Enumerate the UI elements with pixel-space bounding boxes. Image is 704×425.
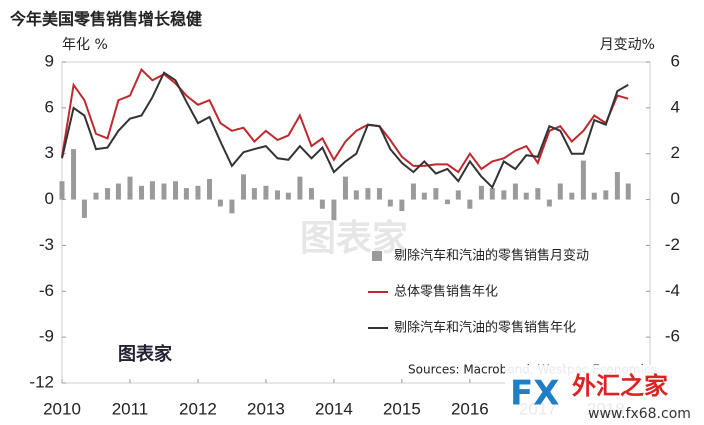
- bar: [59, 181, 65, 200]
- bar: [240, 174, 246, 200]
- bar: [161, 183, 167, 200]
- bar: [387, 199, 393, 207]
- bar: [557, 183, 563, 200]
- y2-tick-label: -6: [665, 327, 680, 346]
- bar: [625, 183, 631, 200]
- legend-label: 总体零售销售年化: [394, 284, 498, 300]
- bar: [614, 172, 620, 200]
- bar: [207, 178, 213, 200]
- watermark: www.fx68.com: [588, 406, 691, 422]
- bar: [376, 188, 382, 200]
- bar: [535, 188, 541, 200]
- line: [61, 67, 629, 174]
- bar: [319, 199, 325, 209]
- y2-tick-label: 6: [671, 51, 680, 70]
- bar: [274, 190, 280, 200]
- bar: [263, 185, 269, 200]
- bar: [467, 199, 473, 209]
- watermark: 图表家: [300, 218, 408, 259]
- y2-tick-label: 4: [671, 97, 680, 116]
- bar: [365, 188, 371, 200]
- bar: [229, 199, 235, 214]
- y-tick-label: -3: [39, 235, 54, 254]
- bar: [71, 149, 77, 200]
- bar: [523, 192, 529, 200]
- bar: [93, 192, 99, 200]
- x-tick-label: 2013: [247, 399, 285, 418]
- x-tick-label: 2016: [451, 399, 489, 418]
- watermark: FX: [510, 374, 559, 414]
- y-tick-label: -9: [39, 327, 54, 346]
- bar: [433, 188, 439, 200]
- legend-label: 剔除汽车和汽油的零售销售月变动: [394, 248, 589, 264]
- bar: [353, 190, 359, 200]
- y2-tick-label: 2: [671, 143, 680, 162]
- y2-tick-label: -2: [665, 235, 680, 254]
- bar: [127, 176, 133, 200]
- marks: -12 -9 -6 -3 0 3 6 9 -6 -4 -2 0 2 4 6 2010 2011 2012 2013 2…: [29, 51, 680, 418]
- bar: [455, 190, 461, 200]
- x-tick-label: 2015: [383, 399, 421, 418]
- bar: [512, 183, 518, 200]
- bar: [251, 188, 257, 200]
- bar: [591, 192, 597, 200]
- y2-tick-label: -4: [665, 281, 680, 300]
- x-tick-label: 2014: [315, 399, 353, 418]
- bar: [285, 192, 291, 200]
- y-axis-label: 年化 %: [62, 37, 108, 53]
- x-tick-label: 2011: [112, 399, 149, 418]
- bar: [105, 188, 111, 200]
- bar: [149, 181, 155, 200]
- bar: [546, 199, 552, 207]
- plot-frame: [61, 61, 651, 384]
- line: [61, 71, 629, 190]
- bar: [195, 185, 201, 200]
- y-tick-label: -12: [29, 372, 54, 391]
- watermark: 外汇之家: [572, 372, 668, 400]
- bar: [217, 199, 223, 207]
- y-tick-label: 0: [45, 189, 54, 208]
- bar: [297, 176, 303, 200]
- bar: [421, 192, 427, 200]
- bar: [603, 190, 609, 200]
- y-tick-label: 6: [45, 97, 54, 116]
- bar: [81, 199, 87, 218]
- bar: [342, 176, 348, 200]
- bar: [115, 183, 121, 200]
- chart-title: 今年美国零售销售增长稳健: [9, 10, 202, 29]
- bar: [139, 185, 145, 200]
- legend-swatch: [372, 251, 382, 261]
- bar: [569, 192, 575, 200]
- y-tick-label: 9: [45, 51, 54, 70]
- bar: [183, 188, 189, 200]
- bar: [410, 183, 416, 200]
- logo-bg: [505, 365, 704, 425]
- bar: [478, 185, 484, 200]
- y-tick-label: 3: [45, 143, 54, 162]
- bar: [173, 181, 179, 200]
- bar: [399, 199, 405, 212]
- watermark: 图表家: [118, 343, 173, 365]
- bar: [489, 188, 495, 200]
- bar: [331, 199, 337, 221]
- legend-label: 剔除汽车和汽油的零售销售年化: [394, 320, 576, 336]
- bar: [580, 160, 586, 200]
- y2-axis-label: 月变动%: [600, 37, 655, 53]
- x-tick-label: 2010: [43, 399, 81, 418]
- bar: [444, 199, 450, 205]
- y2-tick-label: 0: [671, 189, 680, 208]
- x-tick-label: 2012: [179, 399, 217, 418]
- y-tick-label: -6: [39, 281, 54, 300]
- bar: [308, 188, 314, 200]
- bar: [501, 190, 507, 200]
